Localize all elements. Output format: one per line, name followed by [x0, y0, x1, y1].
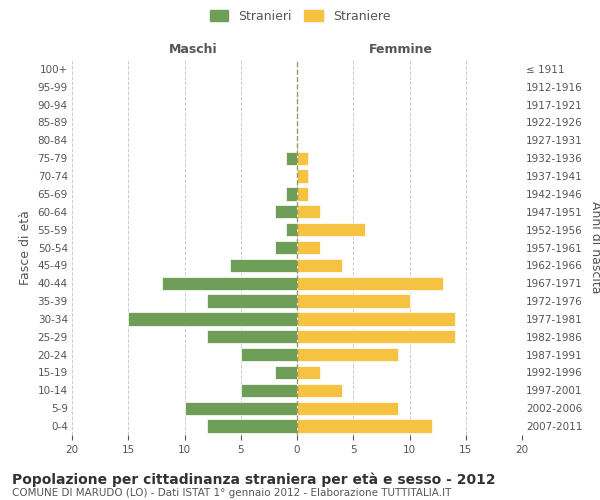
Bar	[297, 402, 398, 415]
Y-axis label: Fasce di età: Fasce di età	[19, 210, 32, 285]
Y-axis label: Anni di nascita: Anni di nascita	[589, 201, 600, 294]
Bar	[297, 348, 398, 362]
Bar	[275, 241, 297, 254]
Bar	[241, 348, 297, 362]
Bar	[297, 366, 320, 379]
Bar	[275, 205, 297, 218]
Legend: Stranieri, Straniere: Stranieri, Straniere	[206, 6, 394, 26]
Bar	[162, 276, 297, 290]
Text: Femmine: Femmine	[368, 44, 433, 56]
Bar	[286, 223, 297, 236]
Bar	[128, 312, 297, 326]
Bar	[297, 384, 342, 397]
Bar	[297, 205, 320, 218]
Bar	[286, 187, 297, 200]
Bar	[207, 330, 297, 344]
Bar	[229, 258, 297, 272]
Bar	[185, 402, 297, 415]
Bar	[207, 420, 297, 433]
Bar	[275, 366, 297, 379]
Bar	[241, 384, 297, 397]
Bar	[207, 294, 297, 308]
Bar	[297, 258, 342, 272]
Bar	[297, 170, 308, 183]
Bar	[297, 152, 308, 165]
Bar	[286, 152, 297, 165]
Text: Maschi: Maschi	[169, 44, 218, 56]
Bar	[297, 187, 308, 200]
Bar	[297, 276, 443, 290]
Bar	[297, 312, 455, 326]
Bar	[297, 223, 365, 236]
Text: COMUNE DI MARUDO (LO) - Dati ISTAT 1° gennaio 2012 - Elaborazione TUTTITALIA.IT: COMUNE DI MARUDO (LO) - Dati ISTAT 1° ge…	[12, 488, 451, 498]
Bar	[297, 420, 432, 433]
Text: Popolazione per cittadinanza straniera per età e sesso - 2012: Popolazione per cittadinanza straniera p…	[12, 472, 496, 487]
Bar	[297, 294, 409, 308]
Bar	[297, 241, 320, 254]
Bar	[297, 330, 455, 344]
